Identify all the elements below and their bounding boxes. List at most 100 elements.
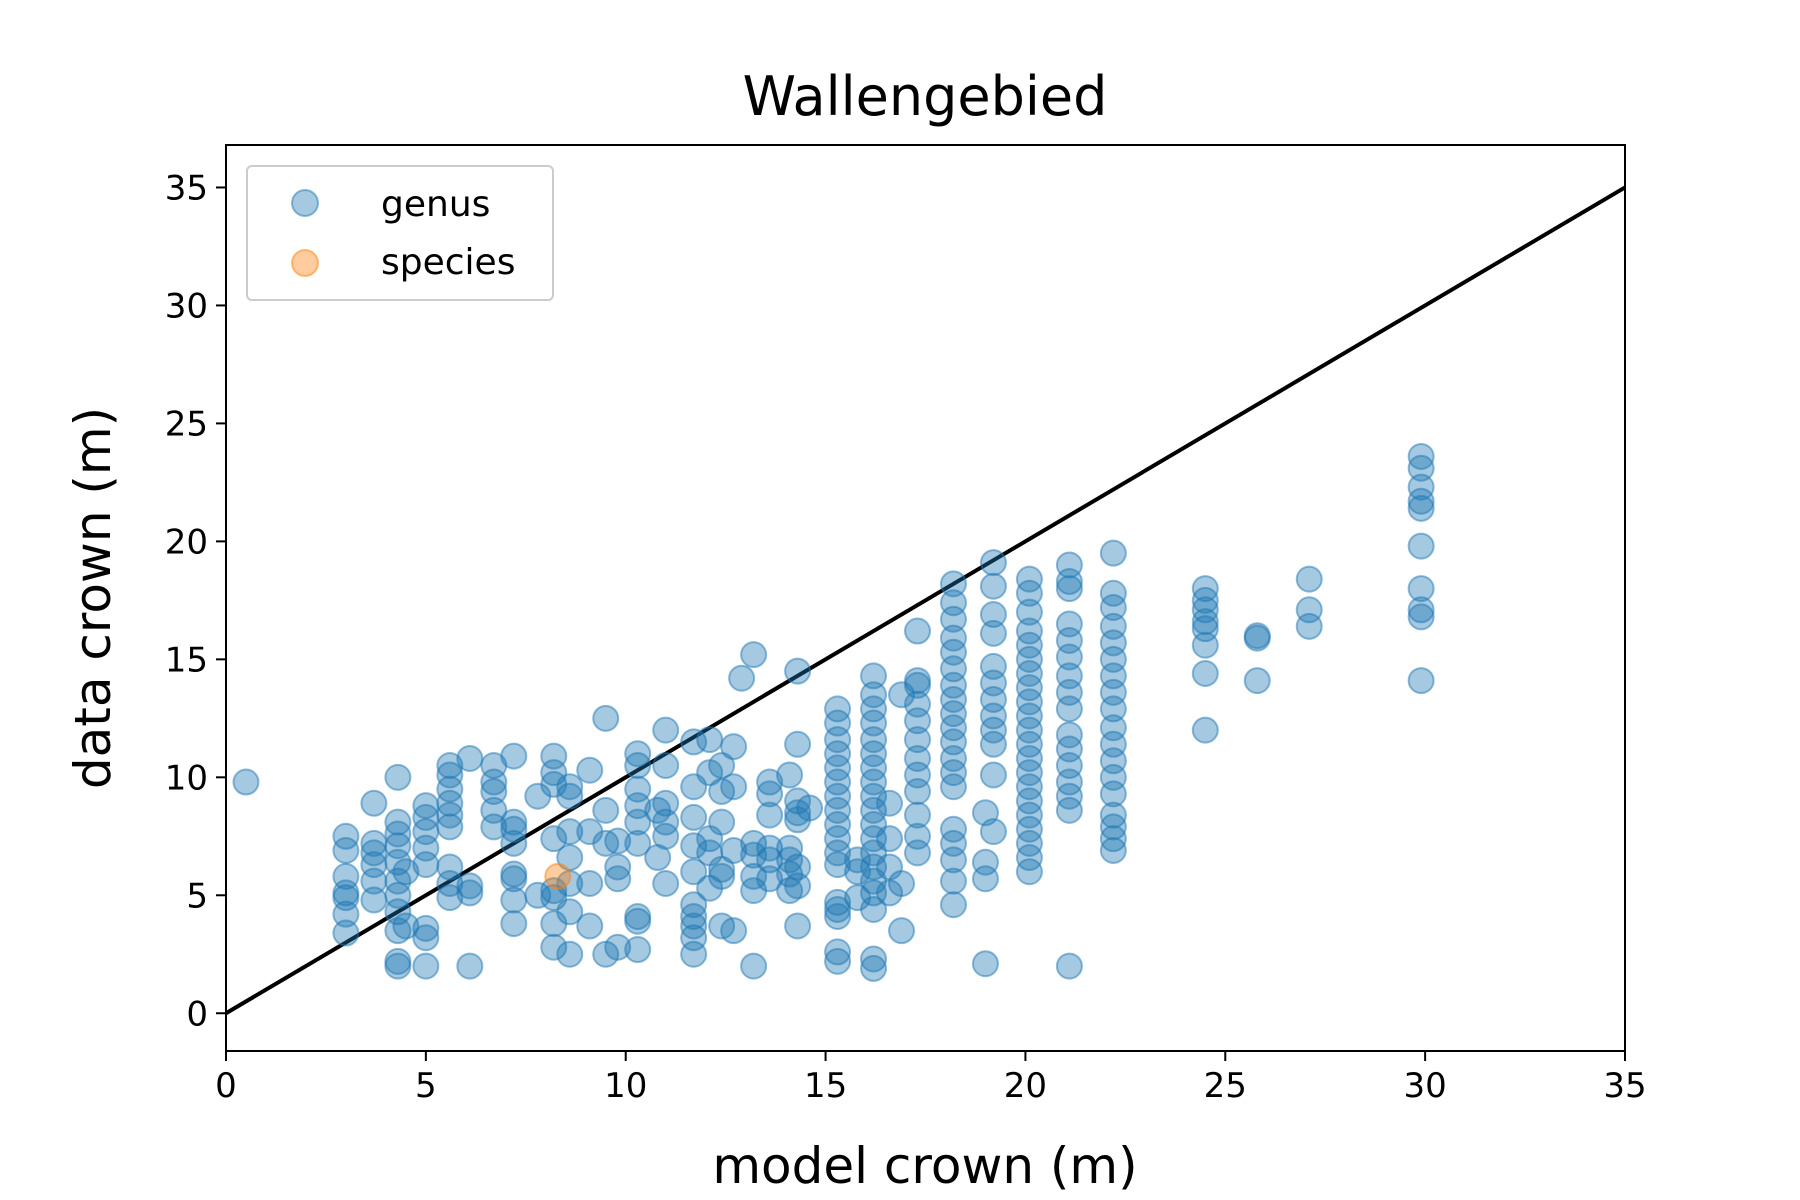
data-point-genus: [456, 879, 484, 907]
data-point-genus: [652, 869, 680, 897]
data-point-genus: [824, 825, 852, 853]
data-point-genus: [860, 796, 888, 824]
x-tick-label: 20: [1004, 1066, 1047, 1106]
data-point-genus: [556, 818, 584, 846]
data-point-genus: [604, 853, 632, 881]
data-point-genus: [904, 726, 932, 754]
data-point-genus: [939, 829, 967, 857]
data-point-genus: [824, 888, 852, 916]
data-point-genus: [939, 638, 967, 666]
data-point-genus: [1015, 660, 1043, 687]
data-point-genus: [1295, 565, 1323, 593]
data-point-genus: [720, 733, 748, 761]
data-point-genus: [652, 822, 680, 850]
data-point-genus: [796, 794, 824, 822]
data-point-genus: [556, 940, 584, 968]
data-point-genus: [1055, 610, 1083, 638]
data-point-genus: [1407, 575, 1435, 603]
data-point-genus: [232, 768, 260, 796]
data-point-genus: [436, 789, 464, 817]
data-point-genus: [979, 652, 1007, 680]
data-point-genus: [904, 667, 932, 695]
x-axis-label: model crown (m): [712, 1137, 1137, 1195]
data-point-genus: [500, 860, 528, 888]
data-point-genus: [1015, 815, 1043, 843]
data-point-genus: [1407, 596, 1435, 624]
data-point-species: [544, 862, 572, 890]
data-point-genus: [1243, 622, 1271, 650]
y-tick-label: 35: [165, 168, 208, 208]
data-point-genus: [860, 740, 888, 768]
y-tick-label: 5: [186, 876, 208, 916]
data-point-genus: [1055, 551, 1083, 579]
data-point-genus: [1015, 730, 1043, 758]
data-point-genus: [824, 768, 852, 796]
data-point-genus: [540, 742, 568, 770]
data-point-genus: [500, 815, 528, 843]
data-point-genus: [860, 945, 888, 973]
data-point-genus: [860, 954, 888, 982]
data-point-genus: [360, 829, 388, 857]
data-point-genus: [939, 867, 967, 895]
data-point-genus: [696, 726, 724, 754]
data-point-genus: [708, 855, 736, 883]
data-point-genus: [500, 910, 528, 938]
data-point-genus: [556, 773, 584, 801]
x-tick-label: 25: [1204, 1066, 1247, 1106]
data-point-genus: [860, 782, 888, 810]
data-point-genus: [332, 822, 360, 850]
data-point-genus: [1407, 442, 1435, 470]
data-point-genus: [720, 917, 748, 945]
legend-box: [246, 165, 554, 301]
data-point-genus: [1099, 579, 1127, 607]
data-point-genus: [1407, 532, 1435, 560]
data-point-genus: [708, 808, 736, 836]
data-point-genus: [939, 624, 967, 652]
data-point-genus: [412, 914, 440, 942]
x-tick-label: 15: [804, 1066, 847, 1106]
x-tick-label: 0: [215, 1066, 237, 1106]
data-point-genus: [824, 903, 852, 931]
data-point-genus: [556, 782, 584, 810]
data-point-genus: [1015, 787, 1043, 815]
data-point-genus: [592, 704, 620, 732]
data-point-genus: [652, 752, 680, 780]
data-point-genus: [540, 825, 568, 853]
data-point-genus: [979, 818, 1007, 846]
data-point-genus: [1055, 575, 1083, 603]
data-point-genus: [904, 801, 932, 829]
y-tick-label: 10: [165, 758, 208, 798]
data-point-genus: [1295, 596, 1323, 624]
data-point-genus: [540, 933, 568, 961]
data-point-genus: [1015, 801, 1043, 829]
data-point-genus: [824, 740, 852, 768]
data-point-genus: [860, 768, 888, 796]
data-point-genus: [1015, 645, 1043, 673]
data-point-genus: [1015, 688, 1043, 716]
legend-genus-label: genus: [381, 184, 490, 225]
data-point-genus: [1407, 473, 1435, 501]
data-point-genus: [392, 912, 420, 940]
data-point-genus: [876, 825, 904, 853]
data-point-genus: [979, 716, 1007, 744]
data-point-genus: [1015, 702, 1043, 730]
data-point-genus: [860, 681, 888, 709]
data-point-genus: [436, 761, 464, 789]
data-point-genus: [1055, 796, 1083, 824]
data-point-genus: [480, 796, 508, 824]
data-point-genus: [576, 756, 604, 784]
data-point-genus: [1191, 615, 1219, 643]
data-point-genus: [1015, 829, 1043, 857]
data-point-genus: [939, 728, 967, 756]
data-point-genus: [360, 789, 388, 817]
data-point-genus: [384, 881, 412, 909]
data-point-genus: [824, 895, 852, 923]
y-axis: 0 5 10 15 20 25 30 35: [165, 168, 226, 1034]
data-point-genus: [392, 858, 420, 886]
data-point-genus: [1407, 494, 1435, 522]
data-point-genus: [720, 836, 748, 864]
y-tick-label: 25: [165, 404, 208, 444]
data-point-genus: [1015, 716, 1043, 744]
data-point-genus: [576, 912, 604, 940]
data-point-genus: [436, 884, 464, 912]
